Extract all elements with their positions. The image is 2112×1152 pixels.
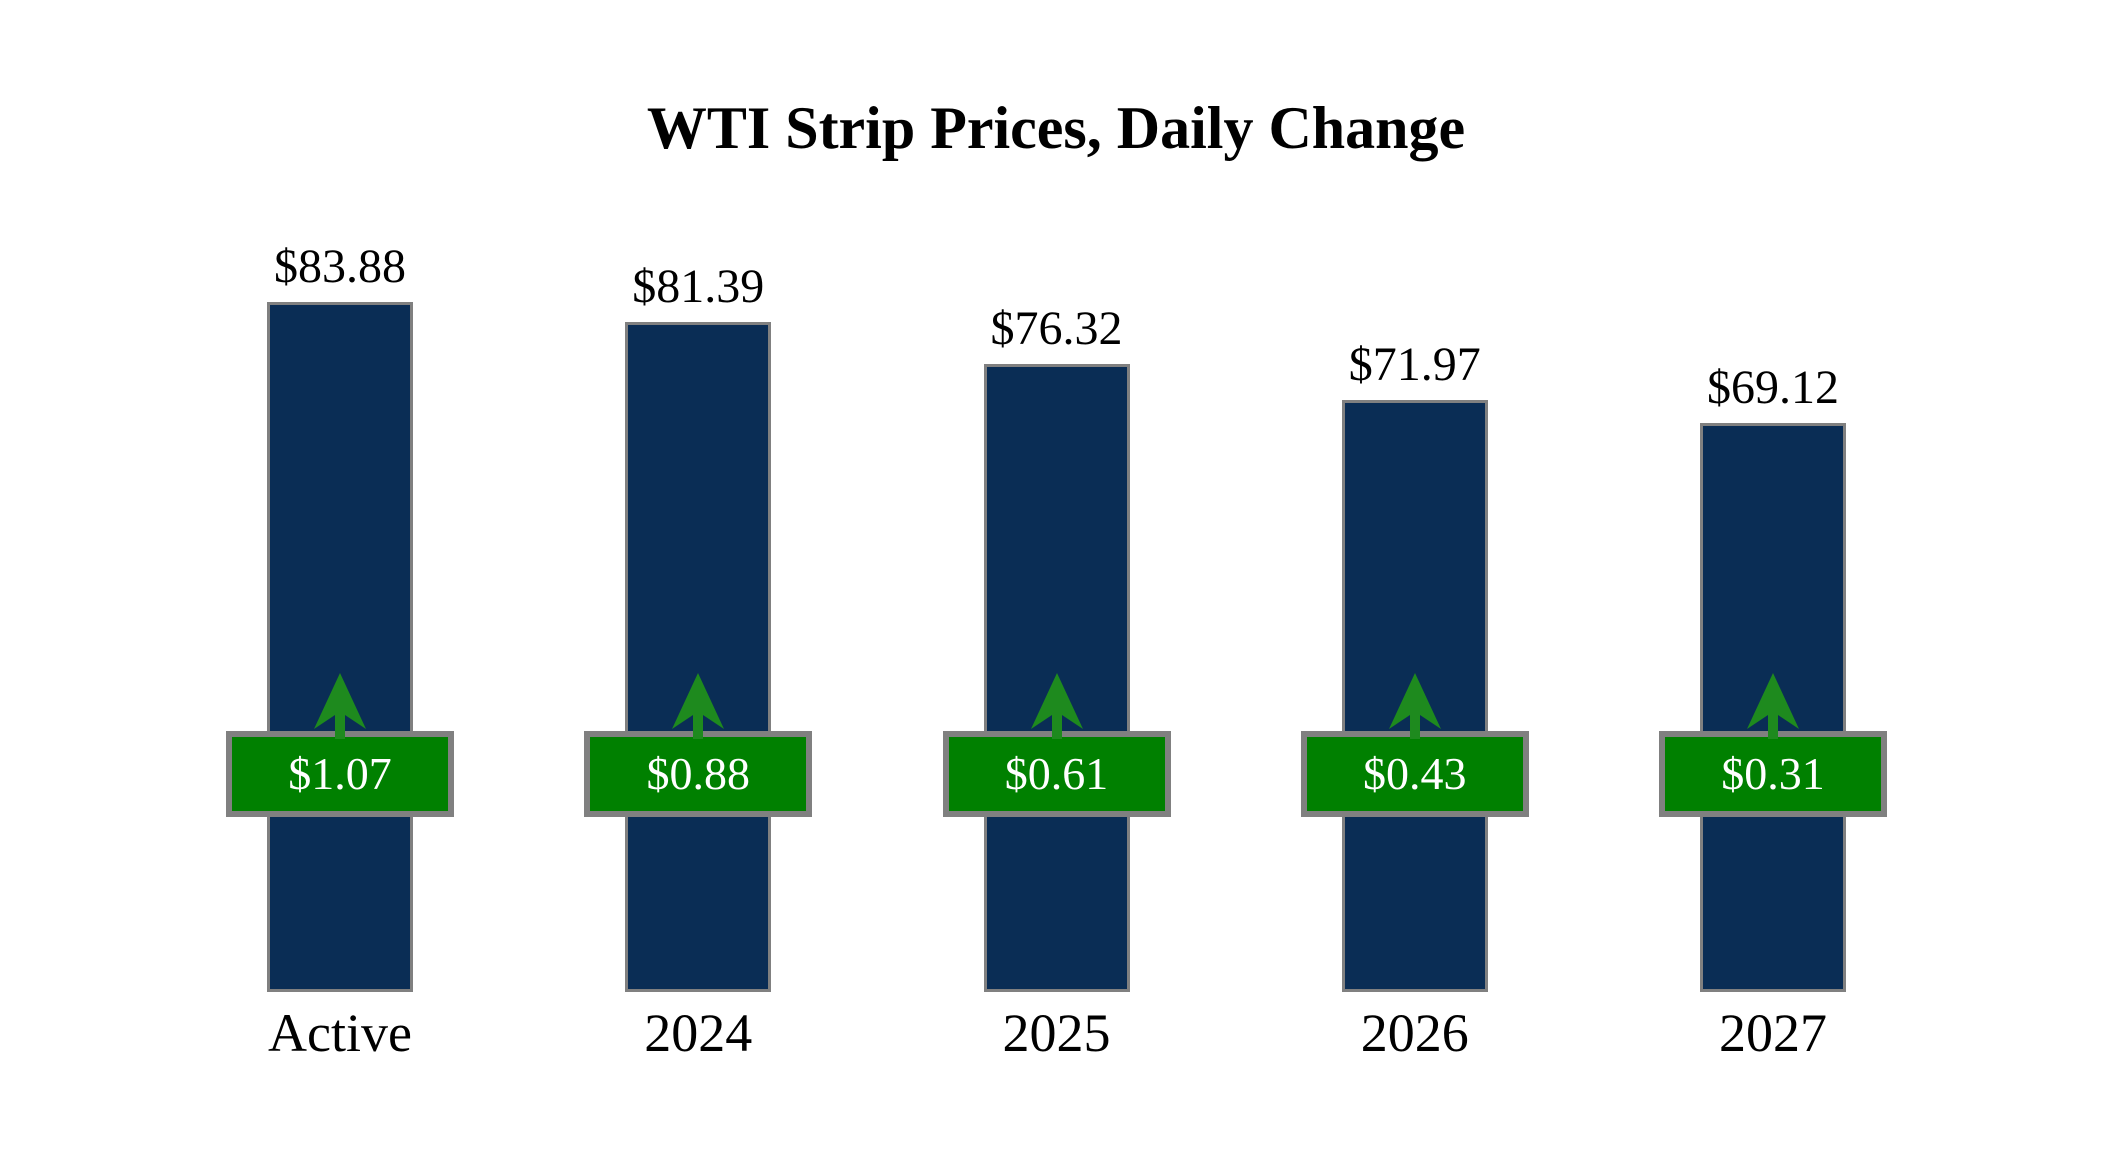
bar [625, 322, 772, 992]
change-badge: $0.88 [584, 731, 813, 817]
value-label: $81.39 [632, 260, 765, 314]
category-label: 2024 [644, 1003, 753, 1063]
change-label: $0.61 [1004, 748, 1109, 799]
value-label: $69.12 [1707, 361, 1839, 415]
up-arrow-icon [672, 673, 725, 739]
category-label: 2025 [1002, 1003, 1111, 1063]
bar [1341, 400, 1488, 992]
change-label: $0.31 [1721, 748, 1825, 799]
up-arrow-icon [1388, 673, 1441, 739]
change-badge: $0.61 [942, 731, 1171, 817]
change-badge: $0.31 [1659, 731, 1887, 817]
category-label: 2027 [1719, 1003, 1827, 1063]
value-label: $83.88 [274, 240, 406, 294]
change-label: $0.88 [646, 748, 751, 799]
chart-title: WTI Strip Prices, Daily Change [646, 95, 1466, 161]
up-arrow-icon [1030, 673, 1083, 739]
category-label: Active [268, 1003, 412, 1063]
bar [267, 302, 413, 992]
change-badge: $0.43 [1300, 731, 1529, 817]
change-badge: $1.07 [226, 731, 454, 817]
category-label: 2026 [1360, 1003, 1469, 1063]
change-label: $0.43 [1363, 748, 1467, 799]
value-label: $71.97 [1348, 338, 1481, 392]
up-arrow-icon [314, 673, 366, 739]
change-label: $1.07 [288, 748, 392, 799]
up-arrow-icon [1747, 673, 1799, 739]
value-label: $76.32 [990, 302, 1123, 356]
